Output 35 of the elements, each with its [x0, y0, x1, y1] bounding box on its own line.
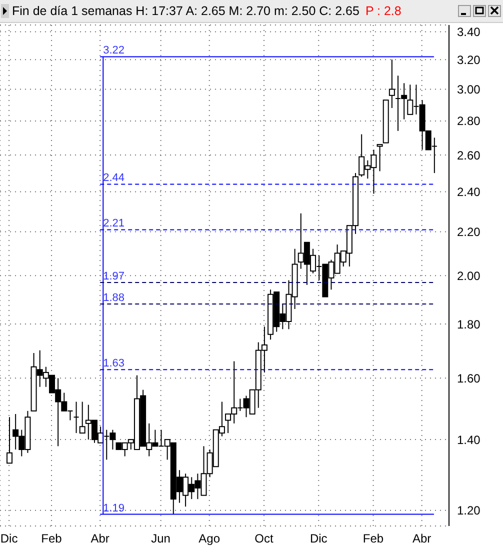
y-tick-label: 3.20 [457, 52, 481, 67]
ref-line-label: 2.44 [103, 172, 125, 184]
x-tick-label: Feb [41, 532, 62, 546]
y-tick-label: 1.40 [457, 432, 481, 447]
y-tick-label: 1.80 [457, 317, 481, 332]
x-tick-label: Dic [0, 532, 18, 546]
candlestick [376, 144, 383, 172]
x-tick-label: Jun [151, 532, 170, 546]
ref-line-label: 2.21 [103, 218, 125, 230]
y-tick-label: 2.40 [457, 185, 481, 200]
x-tick-label: Ago [198, 532, 220, 546]
y-tick-label: 3.00 [457, 82, 481, 96]
x-tick-label: Abr [412, 532, 432, 546]
y-tick-label: 1.60 [457, 371, 481, 386]
candlestick [79, 401, 86, 434]
y-tick-label: 2.60 [457, 148, 481, 162]
candlestick [73, 401, 80, 434]
candlestick [6, 416, 12, 464]
y-tick-label: 2.80 [457, 114, 481, 128]
ref-line-label: 1.63 [103, 358, 125, 370]
ref-line-label: 1.97 [103, 270, 125, 283]
ref-line-label: 3.22 [103, 44, 125, 57]
x-tick-label: Abr [90, 532, 110, 546]
x-tick-label: Dic [310, 532, 328, 546]
y-tick-label: 2.00 [457, 268, 481, 283]
y-tick-label: 1.20 [457, 504, 481, 518]
chart-title: Fin de día 1 semanas H: 17:37 A: 2.65 M: 2.70 m: 2.50 C: 2.65 [12, 4, 360, 18]
ref-line-label: 1.88 [103, 292, 125, 304]
y-tick-label: 3.40 [457, 24, 481, 39]
x-tick-label: Feb [362, 532, 384, 546]
ref-line-label: 1.19 [103, 502, 125, 514]
x-tick-label: Oct [254, 532, 274, 546]
chart-subtitle: P : 2.8 [365, 4, 402, 18]
y-tick-label: 2.20 [457, 225, 481, 240]
candlestick [388, 59, 395, 109]
